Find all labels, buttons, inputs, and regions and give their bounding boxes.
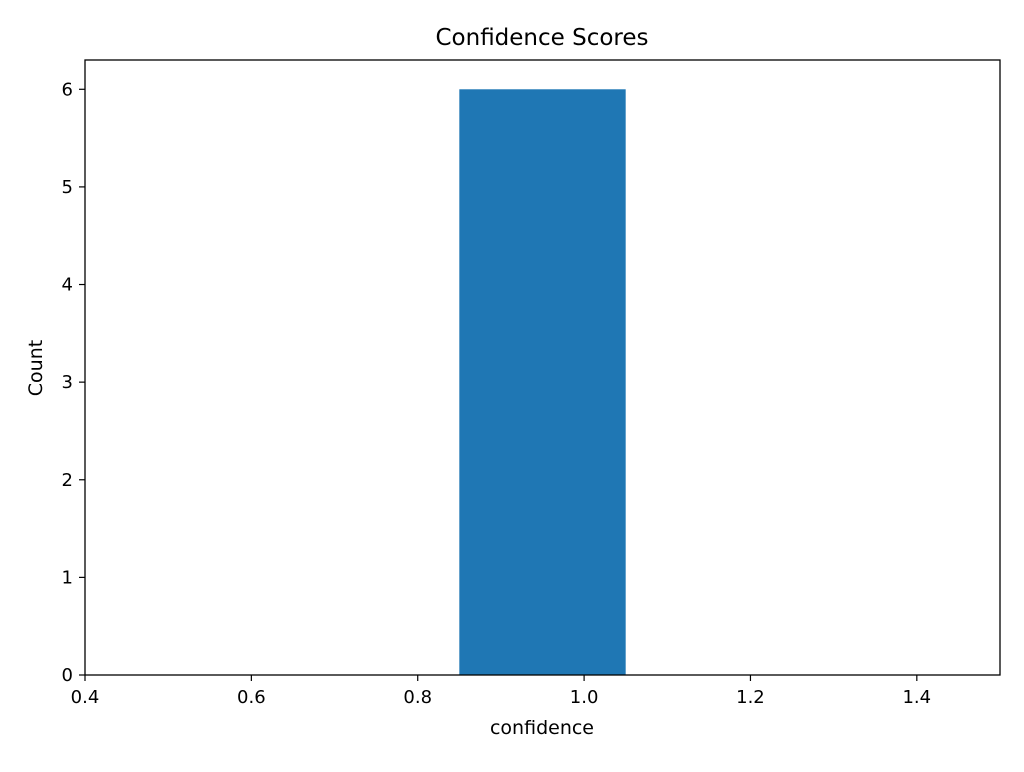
y-tick-label: 2 xyxy=(62,470,73,491)
histogram-bar-0 xyxy=(459,89,626,676)
y-tick-label: 5 xyxy=(62,177,73,198)
y-tick-label: 3 xyxy=(62,372,73,393)
x-tick-label: 0.6 xyxy=(237,687,266,708)
chart-title: Confidence Scores xyxy=(435,25,648,51)
y-tick-label: 6 xyxy=(62,79,73,100)
x-axis-label: confidence xyxy=(490,717,594,739)
x-axis-ticks: 0.4 0.6 0.8 1.0 1.2 1.4 xyxy=(71,675,931,708)
plot-area-frame xyxy=(84,59,1001,676)
y-tick-label: 1 xyxy=(62,567,73,588)
x-tick-label: 0.8 xyxy=(403,687,432,708)
x-tick-label: 1.0 xyxy=(570,687,599,708)
y-tick-label: 0 xyxy=(62,665,73,686)
x-tick-label: 1.2 xyxy=(736,687,765,708)
bars-layer xyxy=(459,89,626,676)
x-tick-label: 1.4 xyxy=(902,687,931,708)
y-axis-ticks: 0 1 2 3 4 5 6 xyxy=(62,79,85,686)
y-tick-label: 4 xyxy=(62,275,73,296)
x-tick-label: 0.4 xyxy=(71,687,100,708)
y-axis-label: Count xyxy=(25,340,47,396)
